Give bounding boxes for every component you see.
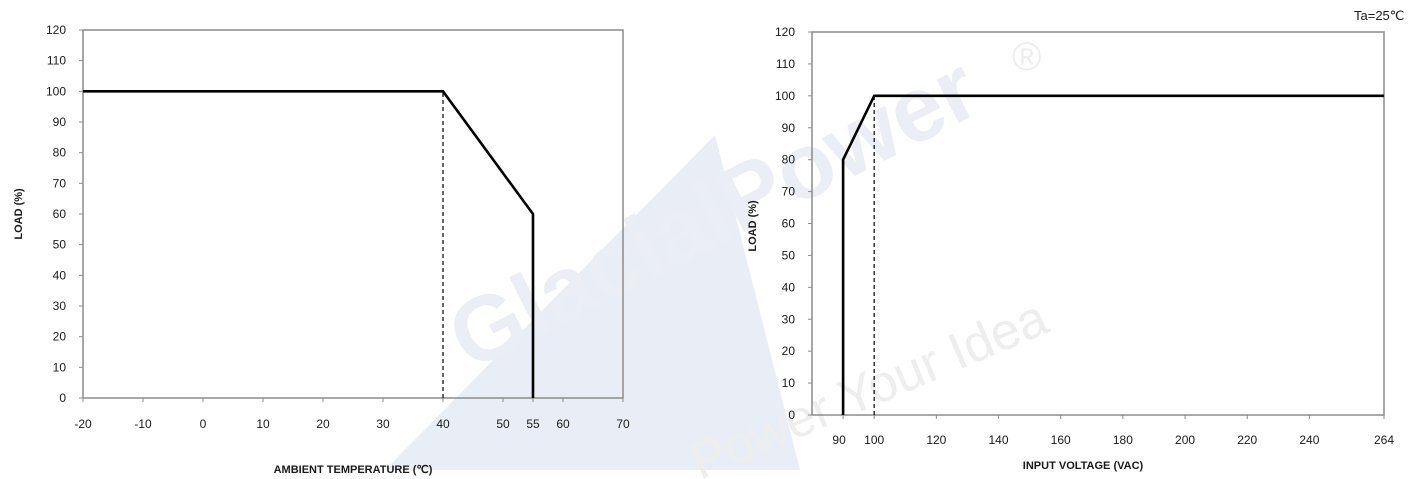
ambient-condition-label: Ta=25℃ — [1354, 8, 1404, 23]
y-tick-label: 120 — [46, 23, 66, 37]
y-tick-label: 90 — [53, 115, 67, 129]
y-tick-label: 50 — [782, 248, 796, 262]
x-tick-label: 20 — [316, 417, 330, 431]
x-tick-label: 140 — [989, 433, 1009, 447]
y-tick-label: 40 — [53, 268, 67, 282]
x-axis-title: INPUT VOLTAGE (VAC) — [1023, 460, 1144, 472]
x-tick-label: 100 — [864, 433, 884, 447]
x-tick-label: 50 — [496, 417, 510, 431]
y-tick-label: 20 — [53, 330, 67, 344]
x-tick-label: 180 — [1113, 433, 1133, 447]
x-tick-label: -10 — [134, 417, 152, 431]
x-tick-label: 160 — [1051, 433, 1071, 447]
x-axis-title: AMBIENT TEMPERATURE (℃) — [274, 464, 433, 476]
y-tick-label: 100 — [775, 89, 795, 103]
y-tick-label: 20 — [782, 344, 796, 358]
x-tick-label: 60 — [556, 417, 570, 431]
x-tick-label: 55 — [526, 417, 540, 431]
x-tick-label: 10 — [256, 417, 270, 431]
x-tick-label: 90 — [832, 433, 846, 447]
y-tick-label: 110 — [47, 54, 66, 68]
y-tick-label: 70 — [53, 176, 67, 190]
y-tick-label: 60 — [53, 207, 67, 221]
y-tick-label: 80 — [782, 153, 796, 167]
y-tick-label: 40 — [782, 280, 796, 294]
x-tick-label: 200 — [1175, 433, 1195, 447]
temperature-derating-chart: LOAD (%) AMBIENT TEMPERATURE (℃) 0 10 20 30… — [13, 23, 630, 476]
x-tick-label: 220 — [1237, 433, 1257, 447]
y-tick-label: 70 — [782, 185, 796, 199]
y-tick-label: 0 — [59, 391, 66, 405]
y-tick-label: 60 — [782, 217, 796, 231]
y-tick-label: 50 — [53, 238, 67, 252]
x-tick-label: 30 — [376, 417, 390, 431]
y-tick-label: 10 — [53, 360, 67, 374]
y-tick-label: 30 — [53, 299, 67, 313]
y-tick-label: 110 — [776, 57, 795, 71]
input-voltage-derating-chart: Ta=25℃ LOAD (%) INPUT VOLTAGE (VAC) 0 10 2… — [747, 8, 1404, 472]
x-tick-label: 264 — [1374, 433, 1394, 447]
y-axis-title: LOAD (%) — [747, 200, 759, 252]
y-tick-label: 100 — [46, 84, 66, 98]
x-tick-label: 240 — [1299, 433, 1319, 447]
y-tick-label: 10 — [782, 376, 796, 390]
x-tick-label: -20 — [74, 417, 92, 431]
y-tick-label: 120 — [775, 25, 795, 39]
x-tick-label: 40 — [436, 417, 450, 431]
y-tick-label: 90 — [782, 121, 796, 135]
y-tick-label: 80 — [53, 146, 67, 160]
derating-curve — [841, 94, 1384, 415]
x-tick-label: 70 — [616, 417, 630, 431]
y-axis-title: LOAD (%) — [13, 188, 25, 240]
watermark-registered-mark: ® — [1012, 35, 1041, 79]
watermark-triangle — [385, 135, 800, 470]
y-tick-label: 30 — [782, 312, 796, 326]
x-tick-label: 0 — [200, 417, 207, 431]
y-tick-label: 0 — [788, 408, 795, 422]
watermark: GlacialPower ® Power Your Idea — [385, 35, 1056, 479]
x-tick-label: 120 — [926, 433, 946, 447]
derating-curve — [83, 90, 535, 398]
